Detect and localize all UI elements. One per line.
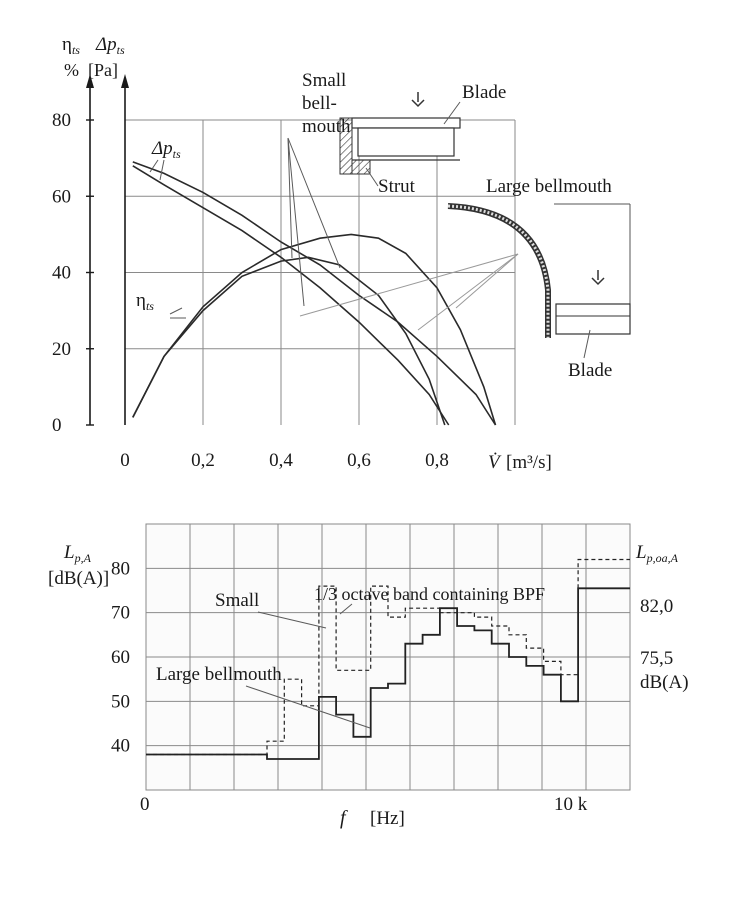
top-chart-grid <box>125 119 516 425</box>
bottom-x-axis-unit: [Hz] <box>370 808 405 829</box>
top-y-tick-label: 40 <box>52 263 71 284</box>
top-left-axis-arrow-icon <box>86 74 94 88</box>
small-series-label: Small <box>215 590 259 611</box>
bottom-right-axis-label: Lp,oa,A <box>635 542 679 565</box>
top-y-tick-label: 0 <box>52 415 62 436</box>
dp-ts-annotation: Δpts <box>151 138 181 161</box>
large-blade-rect <box>555 303 631 335</box>
small-strut-hatch <box>339 117 353 175</box>
bottom-series-line-0 <box>146 558 630 756</box>
bottom-y-axis-label: Lp,A <box>63 542 92 565</box>
small-strut-base <box>351 159 371 175</box>
top-dp-axis-label: Δpts <box>95 34 125 57</box>
large-blade-label: Blade <box>568 360 612 381</box>
small-bellmouth-diagram: Blade Strut <box>339 82 506 197</box>
small-series-leader <box>257 611 327 629</box>
bottom-chart-series <box>146 558 630 760</box>
top-x-tick-label: 0,4 <box>269 450 293 471</box>
octave-band-leader <box>339 603 353 615</box>
top-dp-unit: [Pa] <box>88 60 118 80</box>
small-bellmouth-label-3: mouth <box>302 116 351 137</box>
top-y-ticks: 0 20 40 60 80 <box>52 110 94 436</box>
octave-band-label: 1/3 octave band containing BPF <box>314 584 545 604</box>
bottom-y-tick-label: 80 <box>111 558 130 579</box>
bottom-y-tick-label: 70 <box>111 603 130 624</box>
dp-ts-leader-1 <box>149 159 159 173</box>
top-series-line-0 <box>132 165 450 426</box>
large-bellmouth-diagram: Large bellmouth Blade <box>299 176 631 381</box>
bottom-x-tick-0: 0 <box>140 794 150 815</box>
small-top-plate <box>351 117 461 129</box>
bottom-y-tick-label: 40 <box>111 736 130 757</box>
large-leader-2 <box>417 253 519 331</box>
bottom-x-axis-symbol: f <box>340 807 348 829</box>
top-x-tick-label: 0,6 <box>347 450 371 471</box>
top-x-axis-unit: [m³/s] <box>506 452 552 473</box>
small-blade-leader <box>443 101 461 125</box>
small-bellmouth-label-1: Small <box>302 70 346 91</box>
strut-leader <box>365 167 379 187</box>
top-eta-axis-label: ηts <box>62 34 80 57</box>
small-bellmouth-label-2: bell- <box>302 93 337 114</box>
dp-ts-leader-2 <box>159 159 165 181</box>
top-x-tick-label: 0,8 <box>425 450 449 471</box>
bottom-right-unit: dB(A) <box>640 672 689 693</box>
top-y-tick-label: 60 <box>52 186 71 207</box>
bottom-series-line-1 <box>146 587 630 760</box>
top-x-axis-symbol: V̇ <box>488 451 502 473</box>
top-eta-unit: % <box>64 60 79 80</box>
top-right-axis-arrow-icon <box>121 74 129 88</box>
small-blade-rect <box>357 127 455 157</box>
bottom-chart-grid <box>146 524 630 790</box>
eta-ts-annotation: ηts <box>136 290 154 313</box>
large-series-label: Large bellmouth <box>156 664 282 685</box>
eta-ts-leader-1 <box>169 307 183 315</box>
top-chart-curves <box>132 161 497 426</box>
bottom-x-tick-10k: 10 k <box>554 794 588 815</box>
small-leader-2 <box>287 137 305 307</box>
large-blade-leader <box>583 329 591 359</box>
strut-label: Strut <box>378 176 416 197</box>
large-leader-1 <box>299 253 519 317</box>
small-leader-3 <box>287 137 341 269</box>
top-y-tick-label: 80 <box>52 110 71 131</box>
small-leader-1 <box>287 137 293 259</box>
bottom-chart: 40 50 60 70 80 Lp,A [dB(A)] Lp,oa,A 82,0 75,… <box>48 523 689 829</box>
bottom-y-ticks: 40 50 60 70 80 <box>111 558 130 756</box>
large-bellmouth-label: Large bellmouth <box>486 176 612 197</box>
small-flow-arrow-icon <box>411 92 425 108</box>
small-blade-label: Blade <box>462 82 506 103</box>
large-flow-arrow-icon <box>591 270 605 286</box>
top-x-tick-label: 0 <box>120 450 130 471</box>
large-series-leader <box>245 685 371 729</box>
bottom-y-tick-label: 50 <box>111 691 130 712</box>
top-x-ticks: 0 0,2 0,4 0,6 0,8 <box>120 450 449 471</box>
top-series-line-1 <box>132 161 497 426</box>
top-series-line-2 <box>132 256 446 426</box>
large-bell-shape-hatch <box>447 204 550 338</box>
bottom-right-value-large: 75,5 <box>640 648 673 669</box>
top-x-tick-label: 0,2 <box>191 450 215 471</box>
top-series-line-3 <box>132 233 497 426</box>
bottom-y-tick-label: 60 <box>111 647 130 668</box>
bottom-right-value-small: 82,0 <box>640 596 673 617</box>
top-y-tick-label: 20 <box>52 339 71 360</box>
bottom-y-axis-unit: [dB(A)] <box>48 568 109 589</box>
large-leader-3 <box>455 253 519 309</box>
